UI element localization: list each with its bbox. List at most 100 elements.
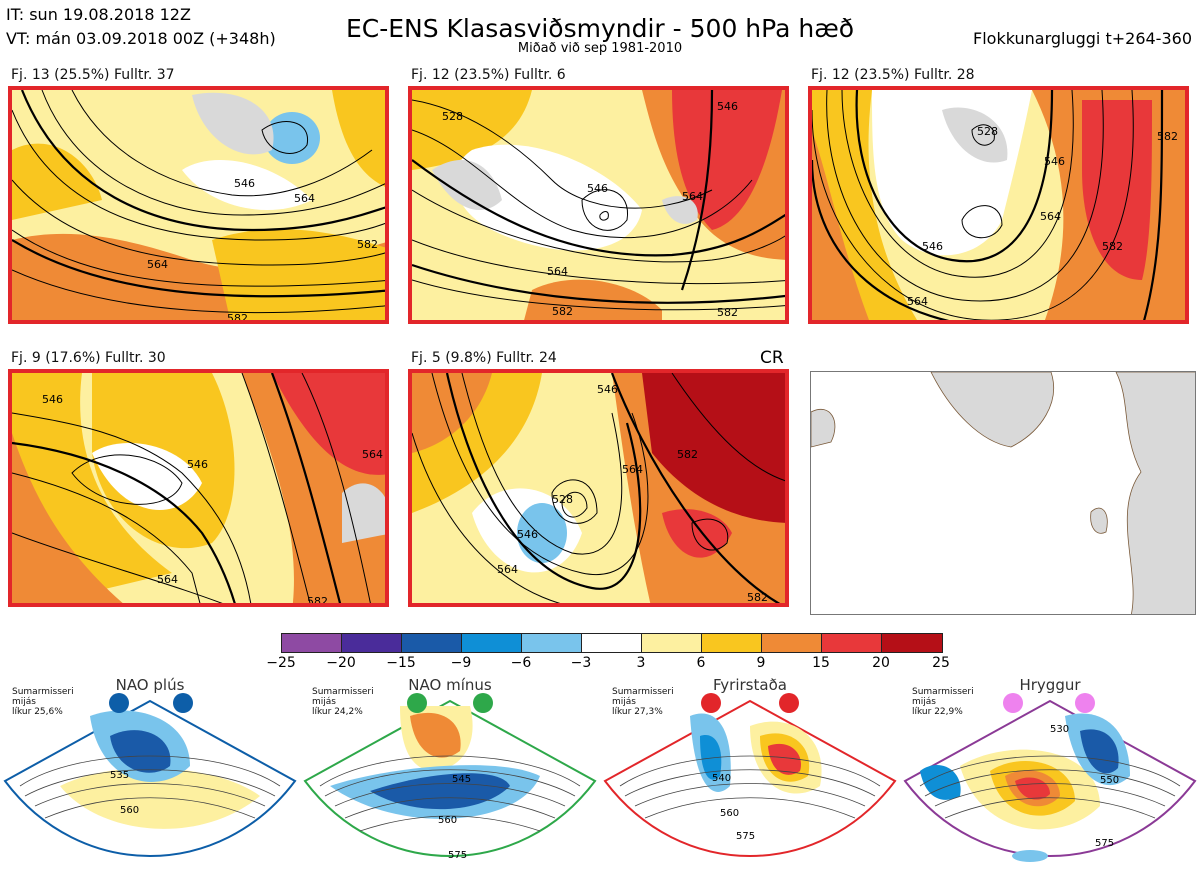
regime-title: NAO plús — [115, 676, 185, 694]
regime-blocking-plot: 540 560 575 — [603, 693, 897, 857]
colorbar-tick-label: −20 — [326, 655, 356, 671]
contour-label: 582 — [747, 591, 768, 604]
page-title: EC-ENS Klasasviðsmyndir - 500 hPa hæð — [345, 14, 855, 43]
contour-label: 564 — [547, 265, 568, 278]
contour-label: 528 — [552, 493, 573, 506]
classification-window: Flokkunargluggi t+264-360 — [973, 29, 1192, 48]
contour-label: 582 — [677, 448, 698, 461]
colorbar-segment — [342, 634, 402, 652]
contour-label: 564 — [1040, 210, 1061, 223]
regime-note: Sumarmisseri mijás líkur 27,3% — [612, 687, 674, 717]
contour-label: 582 — [227, 312, 248, 324]
regime-title: Hryggur — [1019, 676, 1081, 694]
colorbar-segment — [402, 634, 462, 652]
contour-label: 582 — [1102, 240, 1123, 253]
colorbar-segment — [882, 634, 942, 652]
regime-contour-label: 545 — [452, 774, 471, 785]
cluster-map-2[interactable]: 528 546 546 564 564 582 582 — [408, 86, 789, 324]
regime-contour-label: 575 — [448, 850, 467, 861]
cluster-map-5-plot: 528 546 546 564 564 582 582 — [412, 373, 785, 604]
colorbar-segment — [522, 634, 582, 652]
colorbar-segment — [702, 634, 762, 652]
blank-map-panel — [810, 371, 1196, 615]
panel-5-label: Fj. 5 (9.8%) Fulltr. 24 — [411, 350, 557, 366]
regime-nao-plus: 535 560 NAO plús Sumarmisseri mijás líku… — [0, 676, 300, 871]
contour-label: 546 — [42, 393, 63, 406]
regime-nao-plus-plot: 535 560 — [3, 693, 297, 857]
regime-title: Fyrirstaða — [713, 676, 787, 694]
colorbar-segment — [582, 634, 642, 652]
contour-label: 582 — [1157, 130, 1178, 143]
regime-contour-label: 535 — [110, 770, 129, 781]
colorbar-segment — [462, 634, 522, 652]
cluster-map-2-plot: 528 546 546 564 564 582 582 — [412, 90, 785, 320]
page-subtitle: Miðað við sep 1981-2010 — [517, 41, 683, 56]
contour-label: 582 — [357, 238, 378, 251]
contour-label: 564 — [907, 295, 928, 308]
colorbar-segment — [762, 634, 822, 652]
cluster-map-3[interactable]: 528 546 546 564 564 582 582 — [808, 86, 1189, 324]
contour-label: 528 — [442, 110, 463, 123]
contour-label: 546 — [187, 458, 208, 471]
contour-label: 564 — [157, 573, 178, 586]
cluster-map-3-plot: 528 546 546 564 564 582 582 — [812, 90, 1185, 320]
contour-label: 564 — [622, 463, 643, 476]
panel-2-label: Fj. 12 (23.5%) Fulltr. 6 — [411, 67, 566, 83]
colorbar-tick-label: 25 — [932, 655, 950, 671]
regime-blocking: 540 560 575 Fyrirstaða Sumarmisseri mijá… — [600, 676, 900, 871]
contour-label: 582 — [307, 595, 328, 607]
contour-label: 546 — [1044, 155, 1065, 168]
colorbar-tick-label: −3 — [570, 655, 592, 671]
regime-contour-label: 560 — [720, 808, 739, 819]
regime-contour-label: 530 — [1050, 724, 1069, 735]
colorbar-segment — [642, 634, 702, 652]
colorbar-segment — [822, 634, 882, 652]
colorbar-tick-label: 6 — [696, 655, 706, 671]
colorbar-tick-label: 3 — [636, 655, 646, 671]
colorbar-tick-label: 20 — [872, 655, 890, 671]
contour-label: 582 — [552, 305, 573, 318]
colorbar-tick-label: −9 — [450, 655, 472, 671]
panel-3-label: Fj. 12 (23.5%) Fulltr. 28 — [811, 67, 975, 83]
colorbar-tick-label: −6 — [510, 655, 532, 671]
colorbar-tick-label: 9 — [756, 655, 766, 671]
contour-label: 564 — [362, 448, 383, 461]
regime-contour-label: 575 — [1095, 838, 1114, 849]
contour-label: 546 — [587, 182, 608, 195]
contour-label: 564 — [147, 258, 168, 271]
contour-label: 546 — [717, 100, 738, 113]
colorbar-tick-label: −15 — [386, 655, 416, 671]
valid-time: VT: mán 03.09.2018 00Z (+348h) — [6, 29, 276, 48]
init-time: IT: sun 19.08.2018 12Z — [6, 5, 191, 24]
contour-label: 564 — [497, 563, 518, 576]
contour-label: 582 — [717, 306, 738, 319]
regime-contour-label: 560 — [120, 805, 139, 816]
regime-title: NAO mínus — [408, 676, 492, 694]
regime-ridge-plot: 530 550 575 — [903, 693, 1197, 862]
contour-label: 528 — [977, 125, 998, 138]
cluster-map-1[interactable]: 546 564 564 582 582 — [8, 86, 389, 324]
cr-label: CR — [760, 348, 784, 368]
regime-contour-label: 575 — [736, 831, 755, 842]
regime-nao-minus: 545 560 575 NAO mínus Sumarmisseri mijás… — [300, 676, 600, 871]
cluster-map-5[interactable]: 528 546 546 564 564 582 582 — [408, 369, 789, 607]
regime-note: Sumarmisseri mijás líkur 24,2% — [312, 687, 374, 717]
cluster-map-4[interactable]: 546 546 564 564 582 — [8, 369, 389, 607]
contour-label: 546 — [234, 177, 255, 190]
regime-nao-minus-plot: 545 560 575 — [303, 693, 597, 861]
contour-label: 564 — [682, 190, 703, 203]
regime-note: Sumarmisseri mijás líkur 22,9% — [912, 687, 974, 717]
regime-note: Sumarmisseri mijás líkur 25,6% — [12, 687, 74, 717]
regime-contour-label: 540 — [712, 773, 731, 784]
blank-map-plot — [811, 372, 1195, 614]
cluster-map-4-plot: 546 546 564 564 582 — [12, 373, 385, 607]
panel-1-label: Fj. 13 (25.5%) Fulltr. 37 — [11, 67, 175, 83]
panel-4-label: Fj. 9 (17.6%) Fulltr. 30 — [11, 350, 166, 366]
colorbar-segment — [282, 634, 342, 652]
colorbar-tick-label: 15 — [812, 655, 830, 671]
regime-ridge: 530 550 575 Hryggur Sumarmisseri mijás l… — [900, 676, 1200, 871]
regime-contour-label: 560 — [438, 815, 457, 826]
regime-contour-label: 550 — [1100, 775, 1119, 786]
colorbar-tick-label: −25 — [266, 655, 296, 671]
cluster-map-1-plot: 546 564 564 582 582 — [12, 90, 385, 324]
